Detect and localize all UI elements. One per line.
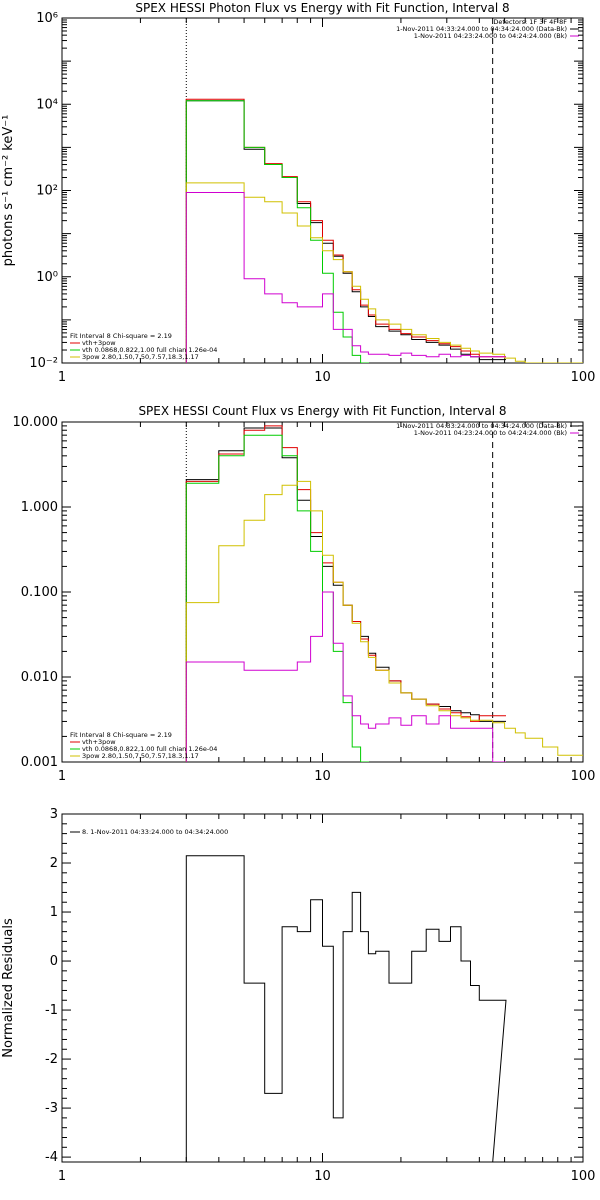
y-tick-label: -1 (45, 1003, 58, 1018)
legend-right-text: 1-Nov-2011 04:23:24.000 to 04:24:24.000 … (414, 32, 567, 40)
y-tick-label: 1.000 (21, 500, 58, 515)
y-tick-label: 0.010 (21, 670, 58, 685)
x-tick-label: 1 (58, 370, 66, 385)
y-axis-label: photons s⁻¹ cm⁻² keV⁻¹ (1, 115, 16, 267)
chart-panel-1: SPEX HESSI Photon Flux vs Energy with Fi… (1, 1, 595, 385)
y-tick-label: -2 (45, 1052, 58, 1067)
y-tick-label: 10⁴ (36, 97, 58, 112)
y-tick-label: 0 (50, 954, 58, 969)
plot-frame (61, 813, 584, 1163)
y-tick-label: 10⁰ (36, 270, 58, 285)
y-tick-label: 10² (36, 184, 58, 199)
y-tick-label: 1 (50, 905, 58, 920)
chart-panel-2: SPEX HESSI Count Flux vs Energy with Fit… (13, 404, 596, 784)
legend-left-text: Fit Interval 8 Chi-square = 2.19 (70, 332, 172, 340)
legend-right-text: 1-Nov-2011 04:33:24.000 to 04:34:24.000 … (396, 25, 567, 33)
x-tick-label: 1 (58, 769, 66, 784)
chart-title: SPEX HESSI Photon Flux vs Energy with Fi… (135, 1, 509, 15)
series-group (185, 98, 583, 363)
legend-left-text: vth+3pow (82, 738, 116, 746)
series-group (185, 855, 507, 1162)
legend-right-text: 1-Nov-2011 04:23:24.000 to 04:24:24.000 … (414, 429, 567, 437)
y-tick-label: 2 (50, 856, 58, 871)
y-tick-label: 10.000 (13, 415, 59, 430)
x-tick-label: 100 (571, 769, 596, 784)
series-line-5 (185, 591, 506, 762)
y-tick-label: 10⁶ (36, 11, 58, 26)
plot-frame (61, 17, 584, 364)
series-line-4 (185, 182, 583, 363)
legend-left-text: vth 0.0868,0.822,1.00 full chian 1.26e-0… (82, 745, 217, 753)
legend-left-text: 3pow 2.80,1.50,7.50,7.57,18.3,1.17 (82, 353, 199, 361)
legend-right-text: Detectors: 1F 3F 4F 8F (493, 18, 567, 26)
chart-title: SPEX HESSI Count Flux vs Energy with Fit… (138, 404, 506, 418)
legend-right-text: 1-Nov-2011 04:33:24.000 to 04:34:24.000 … (396, 422, 567, 430)
series-line-2 (185, 425, 506, 762)
x-tick-label: 1 (58, 1169, 66, 1184)
series-line-1 (185, 427, 506, 762)
series-group (185, 425, 583, 762)
x-tick-label: 100 (571, 370, 596, 385)
y-tick-label: -3 (45, 1101, 58, 1116)
chart-panel-3: 1 10 100 -4 -3 -2 -1 0 1 2 3 Normalized Residuals 8.… (1, 807, 595, 1184)
y-tick-label: 10⁻² (29, 356, 58, 371)
y-axis-label: Normalized Residuals (1, 918, 16, 1058)
series-line-4 (185, 480, 583, 762)
x-tick-label: 10 (314, 769, 331, 784)
y-tick-label: 0.001 (21, 755, 58, 770)
y-tick-label: 3 (50, 807, 58, 822)
legend-left-text: Fit Interval 8 Chi-square = 2.19 (70, 731, 172, 739)
series-line-3 (185, 100, 369, 363)
series-line-2 (185, 98, 506, 363)
series-line-3 (185, 434, 369, 762)
x-tick-label: 100 (571, 1169, 596, 1184)
x-tick-label: 10 (314, 1169, 331, 1184)
y-tick-label: -4 (45, 1150, 58, 1165)
y-tick-label: 0.100 (21, 585, 58, 600)
legend-left-text: 8. 1-Nov-2011 04:33:24.000 to 04:34:24.0… (82, 828, 228, 836)
x-tick-label: 10 (314, 370, 331, 385)
series-line-1 (185, 855, 507, 1162)
series-line-5 (185, 192, 506, 363)
legend-left-text: vth+3pow (82, 339, 116, 347)
legend-left-text: vth 0.0868,0.822,1.00 full chian 1.26e-0… (82, 346, 217, 354)
legend-left-text: 3pow 2.80,1.50,7.50,7.57,18.3,1.17 (82, 752, 199, 760)
series-line-1 (185, 100, 506, 363)
